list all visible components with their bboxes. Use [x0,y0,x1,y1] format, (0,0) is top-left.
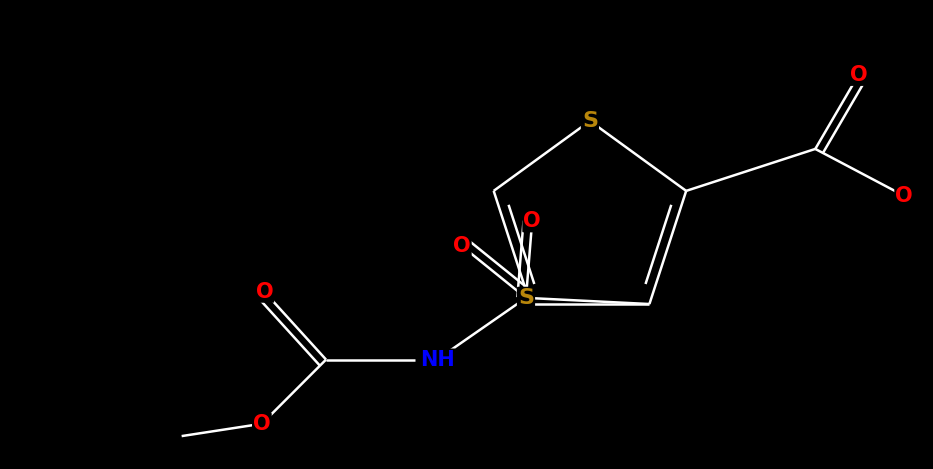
Text: O: O [453,236,470,256]
Text: NH: NH [420,349,454,370]
Text: O: O [253,414,271,434]
Text: O: O [896,186,913,206]
Text: S: S [582,111,598,131]
Text: O: O [523,212,541,231]
Text: O: O [850,65,868,85]
Text: O: O [256,282,273,302]
Text: S: S [518,288,534,308]
